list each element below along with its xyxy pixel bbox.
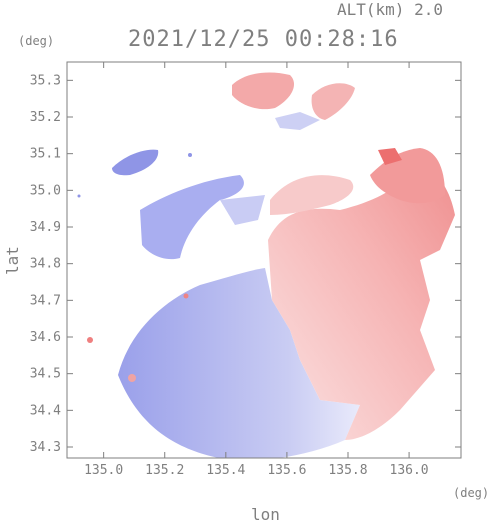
x-axis-name: lon <box>251 505 280 524</box>
y-tick-label: 34.4 <box>30 403 61 418</box>
x-tick-label: 135.2 <box>145 463 184 478</box>
y-tick-label: 35.3 <box>30 73 61 88</box>
x-tick-label: 135.4 <box>206 463 245 478</box>
away-blob-north-1 <box>232 72 295 110</box>
plot-frame <box>66 61 462 459</box>
toward-speck <box>188 153 192 157</box>
away-core <box>378 148 402 165</box>
y-tick-label: 35.2 <box>30 110 61 125</box>
toward-speck <box>77 194 81 198</box>
y-tick-label: 34.6 <box>30 330 61 345</box>
toward-region-center <box>220 195 265 225</box>
away-region-north <box>270 175 354 215</box>
toward-blob-north <box>275 112 320 130</box>
y-tick-label: 34.7 <box>30 293 61 308</box>
y-tick-label: 34.8 <box>30 257 61 272</box>
y-unit-label: (deg) <box>18 34 55 48</box>
timestamp: 2021/12/25 00:28:16 <box>128 27 399 52</box>
x-tick-label: 135.6 <box>267 463 306 478</box>
x-unit-label: (deg) <box>453 486 490 500</box>
y-tick-label: 34.5 <box>30 367 61 382</box>
velocity-field <box>77 72 455 458</box>
away-speck <box>128 374 136 382</box>
away-region-east <box>268 160 455 440</box>
x-tick-label: 136.0 <box>390 463 429 478</box>
toward-blob-nw <box>112 149 159 176</box>
x-ticks: 135.0 135.2 135.4 135.6 135.8 136.0 <box>84 62 429 478</box>
y-tick-label: 34.3 <box>30 440 61 455</box>
y-tick-label: 34.9 <box>30 220 61 235</box>
y-tick-label: 35.1 <box>30 147 61 162</box>
away-blob-north-2 <box>311 83 355 120</box>
x-tick-label: 135.8 <box>328 463 367 478</box>
altitude-label: ALT(km) 2.0 <box>337 0 443 19</box>
away-speck <box>183 293 189 299</box>
y-tick-label: 35.0 <box>30 183 61 198</box>
toward-region-west <box>140 175 244 260</box>
x-tick-label: 135.0 <box>84 463 123 478</box>
y-ticks: 35.3 35.2 35.1 35.0 34.9 34.8 34.7 34.6 34.5 34.4… <box>30 73 461 455</box>
away-speck <box>87 337 93 343</box>
toward-region-south <box>118 268 360 458</box>
